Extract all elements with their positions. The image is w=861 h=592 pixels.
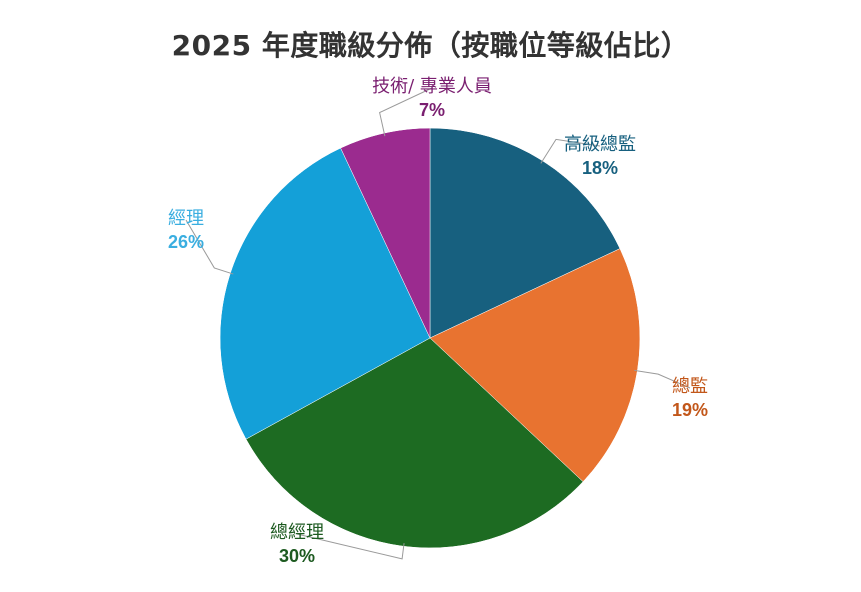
slice-5-percent-label: 7% — [419, 100, 445, 120]
slice-4-category-label: 經理 — [168, 208, 204, 229]
slice-2-percent-label: 19% — [672, 400, 708, 420]
pie-outline — [219, 127, 641, 549]
slice-labels: 高級總監 18% 總監 19% 總經理 30% 經理 26% 技術/ 專業人員 7% — [168, 76, 708, 566]
slice-4-percent-label: 26% — [168, 232, 204, 252]
slice-1-percent-label: 18% — [582, 158, 618, 178]
slice-2-category-label: 總監 — [672, 376, 708, 397]
slice-1-category-label: 高級總監 — [564, 134, 636, 155]
chart-title: 2025 年度職級分佈（按職位等級佔比） — [171, 29, 690, 62]
slice-1-leader-line — [540, 138, 601, 164]
leader-lines — [185, 87, 691, 560]
slice-3-leader-line — [296, 533, 405, 560]
slice-2-leader-line — [634, 369, 691, 389]
slice-4-leader-line — [185, 219, 234, 275]
slice-5-category-label: 技術/ 專業人員 — [372, 76, 492, 97]
slice-3-category-label: 總經理 — [270, 522, 324, 543]
slice-5-leader-line — [379, 87, 433, 137]
slice-3-percent-label: 30% — [279, 546, 315, 566]
pie-slices — [219, 127, 641, 549]
